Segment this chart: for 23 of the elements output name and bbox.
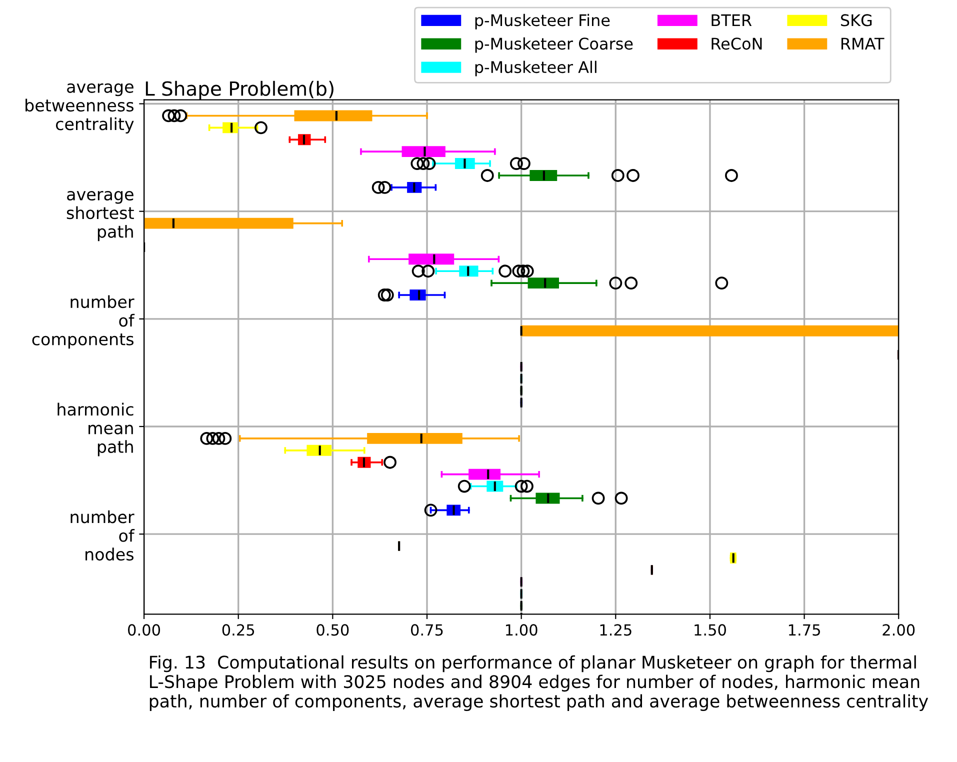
y-tick-label: harmonic mean path xyxy=(58,402,134,456)
x-tick-label: 1.75 xyxy=(788,624,820,636)
legend-label: ReCoN xyxy=(712,38,762,50)
x-tick-label: 1.25 xyxy=(600,624,632,636)
legend-label: RMAT xyxy=(841,38,884,50)
x-tick-label: 0.75 xyxy=(411,624,443,636)
x-tick-label: 1.50 xyxy=(694,624,726,636)
y-tick-label: average shortest path xyxy=(66,190,134,242)
x-tick-label: 2.00 xyxy=(882,624,915,636)
y-tick-label: number of nodes xyxy=(70,510,135,561)
legend-label: SKG xyxy=(840,14,872,26)
y-tick-label: average betweenness centrality xyxy=(26,83,134,134)
legend-label: p-Musketeer Fine xyxy=(475,14,610,30)
x-tick-label: 0.50 xyxy=(316,624,349,636)
y-tick-label: number of components xyxy=(32,295,135,349)
legend-label: BTER xyxy=(712,14,752,26)
x-tick-label: 0.25 xyxy=(222,624,254,636)
x-tick-label: 0.00 xyxy=(128,624,160,636)
chart-title: L Shape Problem(b) xyxy=(146,80,334,100)
legend-label: p-Musketeer Coarse xyxy=(475,37,633,53)
x-tick-label: 1.00 xyxy=(506,624,538,636)
legend-label: p-Musketeer All xyxy=(475,60,596,76)
caption: Fig. 13 Computational results on performance of planar Musketeer on graph for thermal L-Shape Problem with 3025 nodes and 8904 edges for number of nodes, harmonic mean path, number of components, average shortest path and average betweenness centrality xyxy=(150,655,928,712)
